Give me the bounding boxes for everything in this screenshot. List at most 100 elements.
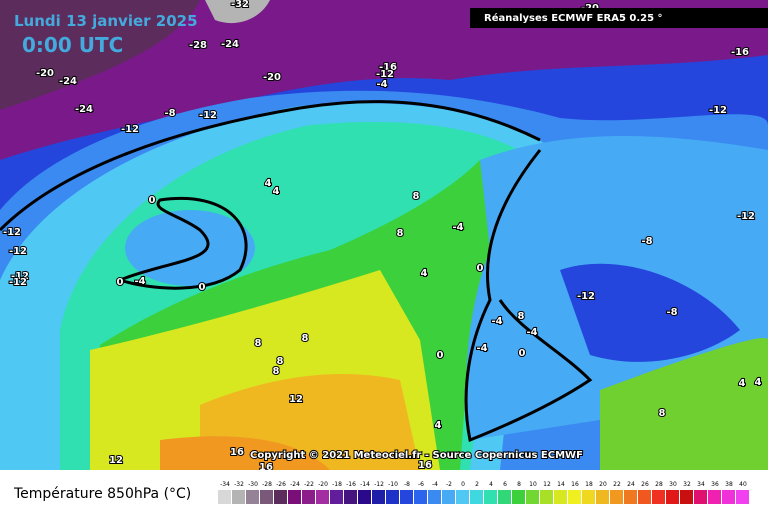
colorbar-tick-label: -22 (304, 481, 314, 488)
colorbar-swatch (498, 490, 511, 504)
colorbar-tick-label: -18 (332, 481, 342, 488)
colorbar-tick-label: 12 (543, 481, 551, 488)
colorbar-swatch (680, 490, 693, 504)
map-label: 4 (273, 186, 280, 197)
colorbar-swatch (624, 490, 637, 504)
legend-title: Température 850hPa (°C) (13, 486, 191, 502)
colorbar-swatch (442, 490, 455, 504)
colorbar-tick-label: -20 (318, 481, 328, 488)
map-label: 8 (302, 333, 309, 344)
colorbar-swatch (638, 490, 651, 504)
map-label: -8 (666, 307, 677, 318)
map-label: 4 (421, 268, 428, 279)
colorbar-tick-label: -10 (388, 481, 398, 488)
colorbar-tick-label: 20 (599, 481, 607, 488)
colorbar-swatch (540, 490, 553, 504)
map-label: 0 (437, 350, 444, 361)
map-label: -4 (476, 343, 487, 354)
map-label: -24 (221, 39, 239, 50)
map-label: 0 (149, 195, 156, 206)
colorbar-swatch (694, 490, 707, 504)
map-label: -4 (526, 327, 537, 338)
colorbar-swatch (484, 490, 497, 504)
map-label: 16 (230, 447, 244, 458)
source-box (470, 8, 768, 28)
map-label: 8 (659, 408, 666, 419)
map-label: 12 (289, 394, 303, 405)
colorbar-swatch (722, 490, 735, 504)
colorbar-tick-label: 10 (529, 481, 537, 488)
colorbar-swatch (666, 490, 679, 504)
colorbar-swatch (610, 490, 623, 504)
colorbar-swatch (568, 490, 581, 504)
colorbar-swatch (582, 490, 595, 504)
colorbar-swatch (652, 490, 665, 504)
map-label: 0 (519, 348, 526, 359)
map-label: -12 (121, 124, 139, 135)
colorbar-tick-label: 8 (517, 481, 521, 488)
colorbar-tick-label: 32 (683, 481, 691, 488)
map-label: 8 (255, 338, 262, 349)
map-label: 0 (477, 263, 484, 274)
colorbar-tick-label: -16 (346, 481, 356, 488)
map-label: -12 (709, 105, 727, 116)
colorbar-swatch (246, 490, 259, 504)
colorbar-tick-label: 38 (725, 481, 733, 488)
colorbar-swatch (414, 490, 427, 504)
colorbar-tick-label: 28 (655, 481, 663, 488)
colorbar-tick-label: 18 (585, 481, 593, 488)
map-label: -4 (376, 79, 387, 90)
map (0, 0, 768, 471)
colorbar-tick-label: 24 (627, 481, 635, 488)
colorbar-tick-label: 6 (503, 481, 507, 488)
colorbar-tick-label: 4 (489, 481, 493, 488)
colorbar-tick-label: -6 (418, 481, 424, 488)
colorbar-swatch (470, 490, 483, 504)
colorbar-tick-label: -14 (360, 481, 370, 488)
map-label: -12 (9, 246, 27, 257)
colorbar-swatch (428, 490, 441, 504)
colorbar-tick-label: -30 (248, 481, 258, 488)
map-label: 8 (413, 191, 420, 202)
colorbar-swatch (372, 490, 385, 504)
map-label: -28 (189, 40, 207, 51)
map-label: 8 (273, 366, 280, 377)
colorbar-swatch (330, 490, 343, 504)
colorbar-swatch (708, 490, 721, 504)
colorbar-tick-label: -34 (220, 481, 230, 488)
colorbar-tick-label: 14 (557, 481, 565, 488)
map-label: -24 (59, 76, 77, 87)
colorbar-tick-label: -2 (446, 481, 452, 488)
colorbar-swatch (596, 490, 609, 504)
map-label: -32 (231, 0, 249, 10)
colorbar-tick-label: 30 (669, 481, 677, 488)
colorbar-tick-label: -32 (234, 481, 244, 488)
map-label: -12 (3, 227, 21, 238)
map-label: 4 (739, 378, 746, 389)
colorbar: -34 -32 -30 -28 -26 -24 -22 -20 -18 -16 -14 -12 -10-… (218, 481, 749, 504)
colorbar-tick-label: -8 (404, 481, 410, 488)
map-label: 12 (109, 455, 123, 466)
colorbar-swatch (302, 490, 315, 504)
colorbar-swatch (736, 490, 749, 504)
colorbar-swatch (260, 490, 273, 504)
map-label: 4 (755, 377, 762, 388)
colorbar-swatch (344, 490, 357, 504)
map-label: -4 (452, 222, 463, 233)
colorbar-swatch (232, 490, 245, 504)
colorbar-tick-label: -24 (290, 481, 300, 488)
colorbar-tick-label: 2 (475, 481, 479, 488)
colorbar-tick-label: 0 (461, 481, 465, 488)
colorbar-swatch (316, 490, 329, 504)
map-label: -16 (379, 62, 397, 73)
map-label: -4 (491, 316, 502, 327)
map-label: -12 (11, 271, 29, 282)
colorbar-tick-label: -26 (276, 481, 286, 488)
colorbar-swatch (218, 490, 231, 504)
colorbar-tick-label: 34 (697, 481, 705, 488)
date: Lundi 13 janvier 2025 (14, 12, 198, 30)
map-label: 8 (397, 228, 404, 239)
colorbar-tick-label: -28 (262, 481, 272, 488)
colorbar-tick-label: -4 (432, 481, 438, 488)
map-label: 0 (199, 282, 206, 293)
